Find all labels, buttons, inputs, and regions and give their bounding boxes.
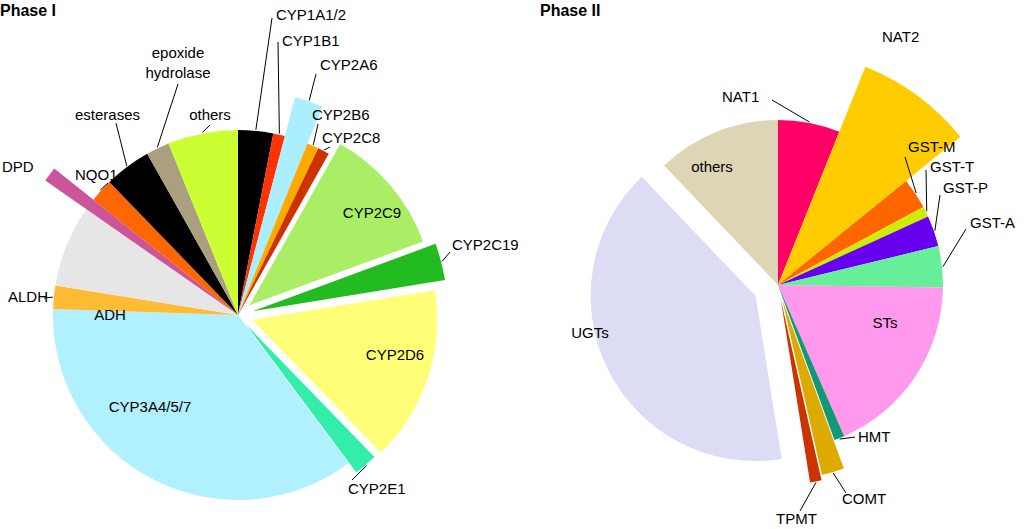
slice-label: COMT [842,490,886,507]
leader-line [313,124,318,145]
slice-label: NAT1 [722,88,759,105]
slice-label: STs [872,314,897,331]
slice-label: CYP1B1 [282,32,340,49]
leader-line [935,195,940,231]
pie-slice [778,246,943,288]
leader-line [442,252,450,261]
leader-line [800,482,816,511]
leader-line [352,466,366,480]
slice-label: GST-T [930,158,974,175]
slice-label: CYP2A6 [320,56,378,73]
slice-label: esterases [75,106,140,123]
slice-label: CYP2C19 [452,236,519,253]
slice-label: DPD [2,158,34,175]
slice-label: UGTs [571,324,609,341]
slice-label: ALDH [8,288,48,305]
leader-line [943,229,966,267]
slice-label: others [189,106,231,123]
slice-label: CYP2C9 [343,204,401,221]
leader-line [100,183,108,190]
slices [591,67,961,483]
pie-chart: Phase II NAT1 NAT2 GST-M GST-T GST-P GST-A STs H… [540,2,1015,527]
chart-title: Phase II [540,2,600,19]
pie-slice [53,309,349,500]
leader-line [840,437,855,439]
slice-label: GST-M [908,138,956,155]
slice-label: epoxide hydrolase [145,44,210,81]
slice-label: CYP1A1/2 [276,6,346,23]
slice-label: CYP3A4/5/7 [109,398,192,415]
slice-label: GST-P [943,179,988,196]
slice-label: others [691,158,733,175]
slices [45,97,445,500]
slice-label: CYP2D6 [366,346,424,363]
label-line: epoxide [152,44,205,61]
slice-label: CYP2E1 [348,480,406,497]
slice-label: GST-A [970,214,1015,231]
leader-line [202,125,210,132]
leader-line [116,123,127,166]
leader-line [324,147,330,150]
slice-label: TPMT [776,510,817,527]
chart-title: Phase I [0,2,56,19]
pie-chart: Phase ICYP1A1/2CYP1B1CYP2A6CYP2B6CYP2C8C… [0,2,519,500]
leader-line [278,42,279,134]
label-line: hydrolase [145,64,210,81]
leader-line [157,84,178,147]
slice-label: HMT [858,428,891,445]
chart-canvas: Phase ICYP1A1/2CYP1B1CYP2A6CYP2B6CYP2C8C… [0,0,1024,529]
slice-label: NQO1 [75,166,118,183]
slice-label: NAT2 [882,28,919,45]
slice-label: CYP2B6 [312,106,370,123]
slice-label: CYP2C8 [322,129,380,146]
leader-line [309,74,316,101]
pie-slice [169,130,238,315]
pie-slice [664,120,778,285]
pie-slice [781,300,822,483]
labels: CYP1A1/2 CYP1B1 CYP2A6 CYP2B6 CYP2C8 CYP2C9 CY… [2,6,519,497]
leader-line [905,157,916,193]
leader-line [772,100,809,122]
labels: NAT1 NAT2 GST-M GST-T GST-P GST-A STs HMT COMT TP… [571,28,1015,527]
slice-label: ADH [94,306,126,323]
leader-line [926,170,928,211]
leader-line [256,18,272,130]
